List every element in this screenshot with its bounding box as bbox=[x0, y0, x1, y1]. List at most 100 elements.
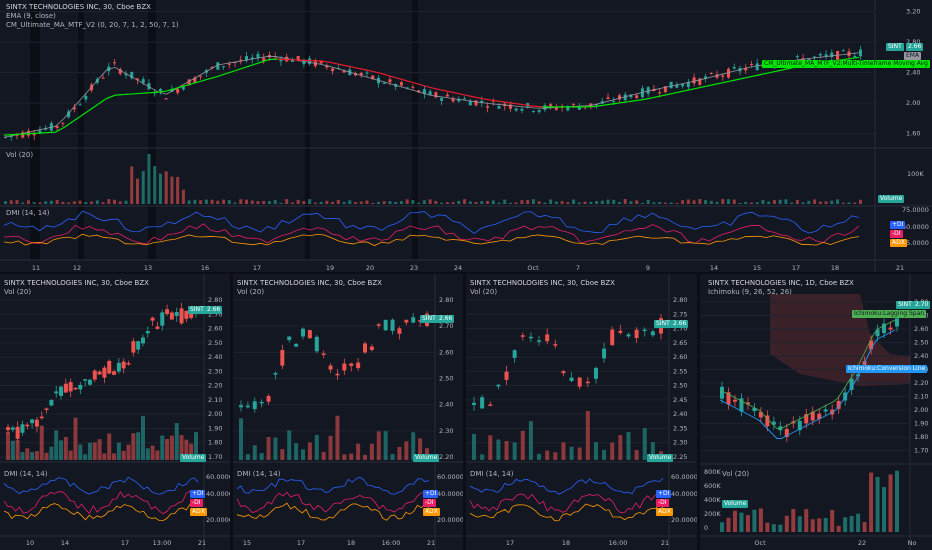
volume-bar bbox=[354, 202, 358, 204]
volume-bar bbox=[199, 200, 203, 204]
panel-3-svg[interactable]: 2.80 2.75 2.70 2.65 2.60 2.55 2.50 2.45 2.40 2.35… bbox=[466, 274, 697, 550]
volume-bar bbox=[140, 416, 145, 460]
candle-body bbox=[169, 312, 174, 320]
volume-bar bbox=[445, 202, 449, 204]
ma-line-segment bbox=[756, 73, 766, 77]
volume-bar bbox=[817, 518, 822, 532]
candle-body bbox=[294, 343, 299, 347]
candle-body bbox=[640, 88, 644, 98]
candle-body bbox=[32, 134, 36, 136]
candle-body bbox=[170, 88, 174, 92]
candle-body bbox=[496, 384, 501, 387]
volume-bar bbox=[273, 437, 278, 460]
session-break-2 bbox=[148, 0, 156, 260]
volume-bar bbox=[882, 487, 887, 532]
candle-body bbox=[331, 68, 335, 72]
candle-body bbox=[342, 70, 346, 73]
volume-bar bbox=[686, 199, 690, 204]
volume-bar bbox=[131, 433, 136, 460]
time-axis-tick: 18 bbox=[562, 539, 570, 547]
volume-bar bbox=[843, 517, 848, 532]
main-chart-pane[interactable]: 3.20 2.80 2.40 2.00 1.60 11 12 13 16 17 19 20 23 24 Oc… bbox=[0, 0, 932, 272]
volume-axis-tick: 0 bbox=[704, 524, 708, 532]
volume-bar bbox=[732, 199, 736, 204]
candle-body bbox=[642, 329, 647, 332]
volume-bar bbox=[266, 436, 271, 460]
volume-bar bbox=[732, 510, 737, 532]
symbol-badge: SINT bbox=[886, 43, 904, 51]
time-axis-tick: 11 bbox=[32, 264, 40, 272]
panel-3-dmi-label: DMI (14, 14) bbox=[470, 470, 514, 478]
price-axis-tick: 2.40 bbox=[208, 353, 222, 361]
price-axis-tick: 2.20 bbox=[439, 453, 453, 461]
ma-line-segment bbox=[739, 76, 748, 80]
candle-body bbox=[635, 95, 639, 98]
volume-bar bbox=[626, 432, 631, 460]
volume-bar bbox=[771, 524, 776, 532]
candle-body bbox=[686, 82, 690, 88]
ma-line-segment bbox=[645, 96, 654, 100]
volume-bar bbox=[233, 202, 237, 204]
volume-bar bbox=[404, 441, 409, 460]
volume-bar bbox=[411, 432, 416, 460]
volume-bar bbox=[658, 202, 662, 204]
main-chart-svg[interactable]: 3.20 2.80 2.40 2.00 1.60 11 12 13 16 17 19 20 23 24 Oc… bbox=[0, 0, 932, 272]
panel-2[interactable]: 2.80 2.70 2.60 2.50 2.40 2.30 2.20 60.0000 40.00… bbox=[233, 274, 463, 550]
candle-body bbox=[553, 344, 558, 346]
volume-bar bbox=[514, 202, 518, 204]
volume-bar bbox=[589, 201, 593, 204]
ma-line-segment bbox=[234, 67, 244, 72]
volume-bar bbox=[497, 202, 501, 204]
panel-3[interactable]: 2.80 2.75 2.70 2.65 2.60 2.55 2.50 2.45 2.40 2.35… bbox=[466, 274, 697, 550]
volume-bar bbox=[349, 453, 354, 460]
volume-bar bbox=[72, 201, 76, 204]
candle-body bbox=[245, 56, 249, 61]
candle-body bbox=[836, 400, 841, 409]
ma-line-segment bbox=[491, 99, 500, 102]
panel-3-adx-badge: ADX bbox=[656, 508, 673, 516]
volume-bar bbox=[176, 176, 180, 204]
volume-bar bbox=[646, 199, 650, 204]
panel-1[interactable]: 2.80 2.70 2.60 2.50 2.40 2.30 2.20 2.10 2.00 1.90… bbox=[0, 274, 230, 550]
volume-bar bbox=[810, 519, 815, 532]
ma-line-segment bbox=[781, 67, 791, 71]
volume-bar bbox=[554, 201, 558, 204]
volume-bar bbox=[663, 202, 667, 204]
panel-2-svg[interactable]: 2.80 2.70 2.60 2.50 2.40 2.30 2.20 60.0000 40.00… bbox=[233, 274, 463, 550]
ma-line-segment bbox=[251, 61, 261, 66]
volume-bar bbox=[279, 202, 283, 204]
candle-body bbox=[732, 399, 737, 402]
panel-4[interactable]: 2.802.702.602.502.402.302.202.102.001.90… bbox=[700, 274, 932, 550]
session-break-3 bbox=[305, 0, 310, 260]
price-axis-tick: 2.55 bbox=[673, 367, 687, 375]
ma-line-segment bbox=[841, 57, 851, 61]
volume-bar bbox=[101, 202, 105, 204]
volume-bar bbox=[383, 431, 388, 460]
volume-bar bbox=[314, 434, 319, 460]
dmi-axis-tick: 60.0000 bbox=[437, 473, 463, 481]
volume-bar bbox=[859, 199, 862, 204]
ma-line-segment bbox=[730, 78, 740, 82]
candle-body bbox=[342, 363, 347, 371]
price-axis-tick: 2.80 bbox=[439, 296, 453, 304]
panel-4-svg[interactable]: 2.802.702.602.502.402.302.202.102.001.90… bbox=[700, 274, 932, 550]
volume-bar bbox=[847, 202, 851, 204]
price-axis-tick: 1.70 bbox=[208, 453, 222, 461]
minus-di-line bbox=[469, 493, 664, 514]
volume-bar bbox=[390, 453, 395, 460]
dmi-axis-tick: 60.0000 bbox=[671, 473, 697, 481]
candle-body bbox=[709, 73, 713, 75]
candle-body bbox=[795, 56, 799, 58]
panel-2-price-badge: 2.66 bbox=[437, 315, 455, 323]
volume-bar bbox=[545, 450, 550, 460]
panel-4-volume-badge: Volume bbox=[722, 500, 749, 508]
volume-bar bbox=[824, 201, 828, 204]
volume-bar bbox=[895, 470, 899, 532]
volume-axis-tick: 800K bbox=[704, 468, 721, 476]
volume-badge: Volume bbox=[878, 195, 905, 203]
candle-body bbox=[434, 92, 438, 98]
volume-bar bbox=[150, 445, 155, 460]
volume-bar bbox=[262, 201, 266, 204]
volume-bar bbox=[294, 443, 299, 460]
price-axis-tick: 2.80 bbox=[673, 296, 687, 304]
